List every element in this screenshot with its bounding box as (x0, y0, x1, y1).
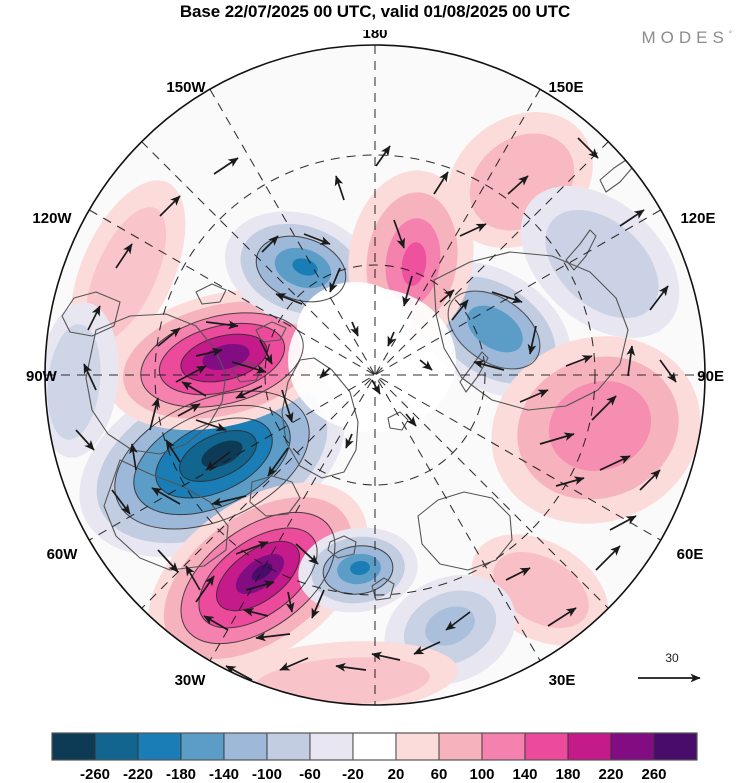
colorbar-tick-label: -220 (123, 766, 153, 783)
colorbar-tick-label: -260 (80, 766, 110, 783)
colorbar: -260 -220 -180 -140 -100 -60 -20 20 60 100 140 180 2… (51, 732, 698, 783)
lon-label-90W: 90W (26, 368, 58, 385)
colorbar-tick-label: -140 (209, 766, 239, 783)
lon-label-30E: 30E (549, 672, 576, 689)
colorbar-tick-label: 100 (469, 766, 494, 783)
colorbar-frame (51, 732, 698, 761)
colorbar-swatch (223, 732, 268, 761)
longitude-labels: 180 150W 120W 90W 60W 30W 0 30E 60E 90E … (26, 30, 724, 720)
lon-label-0: 0 (371, 717, 379, 720)
colorbar-swatch (94, 732, 139, 761)
colorbar-swatch (352, 732, 397, 761)
reference-vector-label: 30 (665, 651, 679, 665)
lon-label-60W: 60W (47, 546, 79, 563)
page-title: Base 22/07/2025 00 UTC, valid 01/08/2025… (179, 2, 571, 21)
brand-text: MODES (641, 28, 729, 47)
wind-vectors (75, 137, 677, 681)
colorbar-swatch (481, 732, 526, 761)
modes-logo: MODES° (641, 28, 732, 48)
coastlines (61, 159, 633, 601)
colorbar-tick-label: 180 (555, 766, 580, 783)
colorbar-tick-label: 140 (512, 766, 537, 783)
globe-outline (44, 44, 706, 706)
colorbar-tick-labels: -260 -220 -180 -140 -100 -60 -20 20 60 100 140 180 2… (80, 766, 667, 783)
colorbar-swatch (653, 732, 698, 761)
colorbar-swatches (51, 732, 698, 761)
colorbar-swatch (137, 732, 182, 761)
colorbar-tick-label: 60 (431, 766, 448, 783)
colorbar-tick-label: 260 (641, 766, 666, 783)
lon-label-120W: 120W (32, 210, 72, 227)
lon-label-180: 180 (362, 30, 387, 42)
lon-label-150E: 150E (548, 79, 583, 96)
lon-label-30W: 30W (175, 672, 207, 689)
polar-map: 180 150W 120W 90W 60W 30W 0 30E 60E 90E … (26, 30, 724, 720)
lon-label-120E: 120E (680, 210, 715, 227)
colorbar-swatch (567, 732, 612, 761)
lon-label-90E: 90E (697, 368, 724, 385)
colorbar-tick-label: -60 (299, 766, 321, 783)
brand-mark: ° (728, 29, 732, 39)
lon-label-60E: 60E (677, 546, 704, 563)
colorbar-swatch (180, 732, 225, 761)
contour-lines (114, 235, 541, 645)
graticule (45, 45, 705, 705)
colorbar-swatch (395, 732, 440, 761)
colorbar-tick-label: -180 (166, 766, 196, 783)
lon-label-150W: 150W (166, 79, 206, 96)
colorbar-swatch (51, 732, 96, 761)
reference-vector: 30 (638, 651, 701, 683)
colorbar-tick-label: 20 (388, 766, 405, 783)
colorbar-swatch (438, 732, 483, 761)
colorbar-swatch (610, 732, 655, 761)
positive-anomaly-asia (491, 336, 701, 524)
colorbar-swatch (266, 732, 311, 761)
colorbar-swatch (524, 732, 569, 761)
contour-field (45, 45, 705, 705)
colorbar-tick-label: 220 (598, 766, 623, 783)
colorbar-tick-label: -20 (342, 766, 364, 783)
negative-anomaly-rim-east (520, 185, 680, 339)
colorbar-tick-label: -100 (252, 766, 282, 783)
colorbar-swatch (309, 732, 354, 761)
